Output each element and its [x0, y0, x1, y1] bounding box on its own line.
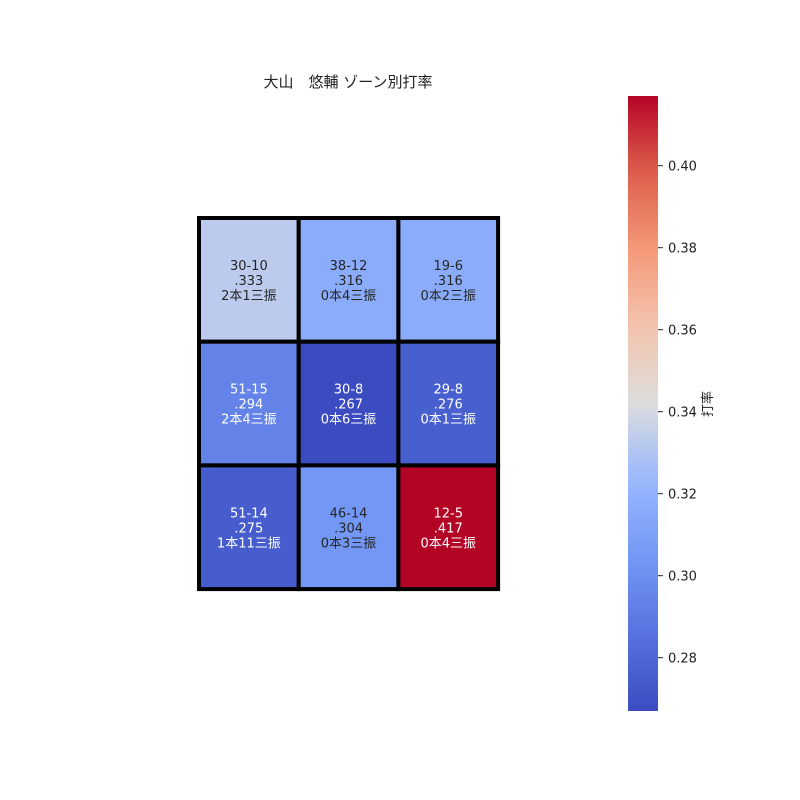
cell-detail-label: 0本3三振: [321, 536, 377, 551]
cell-record-label: 19-6: [433, 259, 463, 274]
cell-record-label: 30-8: [334, 383, 364, 398]
cell-detail-label: 0本2三振: [420, 289, 476, 304]
heatmap-cell: [197, 216, 301, 344]
cell-record-label: 46-14: [330, 506, 368, 521]
chart-title: 大山 悠輔 ゾーン別打率: [263, 73, 432, 91]
cell-detail-label: 1本11三振: [217, 536, 281, 551]
colorbar-tick-label: 0.30: [668, 570, 697, 585]
colorbar-tick-label: 0.36: [668, 324, 697, 339]
heatmap-cell: [396, 339, 501, 468]
colorbar-tick-label: 0.32: [668, 488, 697, 503]
cell-average-label: .316: [434, 274, 463, 289]
colorbar: 0.28 0.30 0.32 0.34 0.36 0.38 0.40 打率: [628, 96, 716, 711]
cell-average-label: .294: [234, 398, 263, 413]
heatmap-cell: [296, 463, 401, 592]
cell-record-label: 51-15: [230, 383, 268, 398]
cell-detail-label: 2本1三振: [221, 289, 277, 304]
heatmap-cell: [396, 463, 501, 592]
cell-average-label: .333: [234, 274, 263, 289]
cell-record-label: 30-10: [230, 259, 268, 274]
cell-detail-label: 0本4三振: [321, 289, 377, 304]
heatmap-grid: 30-10.3332本1三振38-12.3160本4三振19-6.3160本2三…: [197, 216, 501, 592]
cell-detail-label: 2本4三振: [221, 413, 277, 428]
cell-average-label: .417: [434, 521, 463, 536]
cell-average-label: .275: [234, 521, 263, 536]
cell-average-label: .267: [334, 398, 363, 413]
cell-average-label: .304: [334, 521, 363, 536]
cell-record-label: 12-5: [433, 506, 463, 521]
cell-detail-label: 0本6三振: [321, 413, 377, 428]
cell-detail-label: 0本1三振: [420, 413, 476, 428]
colorbar-tick-label: 0.28: [668, 652, 697, 667]
heatmap-cell: [197, 463, 301, 592]
cell-record-label: 38-12: [330, 259, 368, 274]
cell-average-label: .276: [434, 398, 463, 413]
cell-record-label: 29-8: [433, 383, 463, 398]
cell-record-label: 51-14: [230, 506, 268, 521]
colorbar-tick-label: 0.34: [668, 406, 697, 421]
colorbar-label: 打率: [700, 391, 716, 417]
colorbar-gradient: [628, 96, 658, 711]
colorbar-ticks: 0.28 0.30 0.32 0.34 0.36 0.38 0.40: [658, 160, 697, 667]
cell-average-label: .316: [334, 274, 363, 289]
colorbar-tick-label: 0.40: [668, 160, 697, 175]
cell-detail-label: 0本4三振: [420, 536, 476, 551]
colorbar-tick-label: 0.38: [668, 242, 697, 257]
